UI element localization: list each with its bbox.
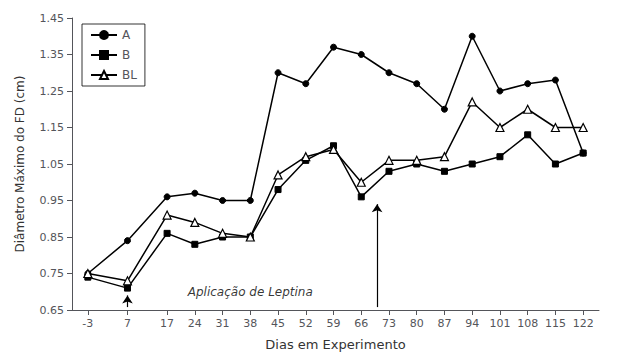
svg-text:94: 94 bbox=[465, 317, 479, 330]
svg-text:Diâmetro Máximo do FD (cm): Diâmetro Máximo do FD (cm) bbox=[13, 76, 27, 253]
svg-text:115: 115 bbox=[545, 317, 566, 330]
svg-text:A: A bbox=[122, 28, 131, 42]
svg-text:B: B bbox=[122, 48, 130, 62]
svg-text:45: 45 bbox=[271, 317, 285, 330]
svg-text:17: 17 bbox=[160, 317, 174, 330]
svg-text:BL: BL bbox=[122, 68, 137, 82]
svg-text:0.85: 0.85 bbox=[40, 231, 65, 244]
svg-text:80: 80 bbox=[410, 317, 424, 330]
svg-text:1.15: 1.15 bbox=[40, 121, 65, 134]
svg-text:0.65: 0.65 bbox=[40, 304, 65, 317]
svg-text:24: 24 bbox=[188, 317, 202, 330]
svg-text:87: 87 bbox=[437, 317, 451, 330]
svg-text:-3: -3 bbox=[82, 317, 93, 330]
svg-text:1.05: 1.05 bbox=[40, 158, 65, 171]
svg-text:0.75: 0.75 bbox=[40, 267, 65, 280]
svg-text:38: 38 bbox=[243, 317, 257, 330]
svg-text:59: 59 bbox=[327, 317, 341, 330]
svg-text:31: 31 bbox=[216, 317, 230, 330]
svg-text:7: 7 bbox=[124, 317, 131, 330]
svg-text:1.35: 1.35 bbox=[40, 48, 65, 61]
svg-text:Dias em Experimento: Dias em Experimento bbox=[265, 337, 405, 352]
svg-text:1.45: 1.45 bbox=[40, 12, 65, 25]
svg-text:0.95: 0.95 bbox=[40, 194, 65, 207]
svg-text:73: 73 bbox=[382, 317, 396, 330]
svg-text:Aplicação de Leptina: Aplicação de Leptina bbox=[187, 285, 313, 299]
svg-text:1.25: 1.25 bbox=[40, 85, 65, 98]
svg-text:122: 122 bbox=[573, 317, 594, 330]
svg-text:52: 52 bbox=[299, 317, 313, 330]
svg-text:108: 108 bbox=[517, 317, 538, 330]
svg-text:101: 101 bbox=[489, 317, 510, 330]
svg-text:66: 66 bbox=[354, 317, 368, 330]
